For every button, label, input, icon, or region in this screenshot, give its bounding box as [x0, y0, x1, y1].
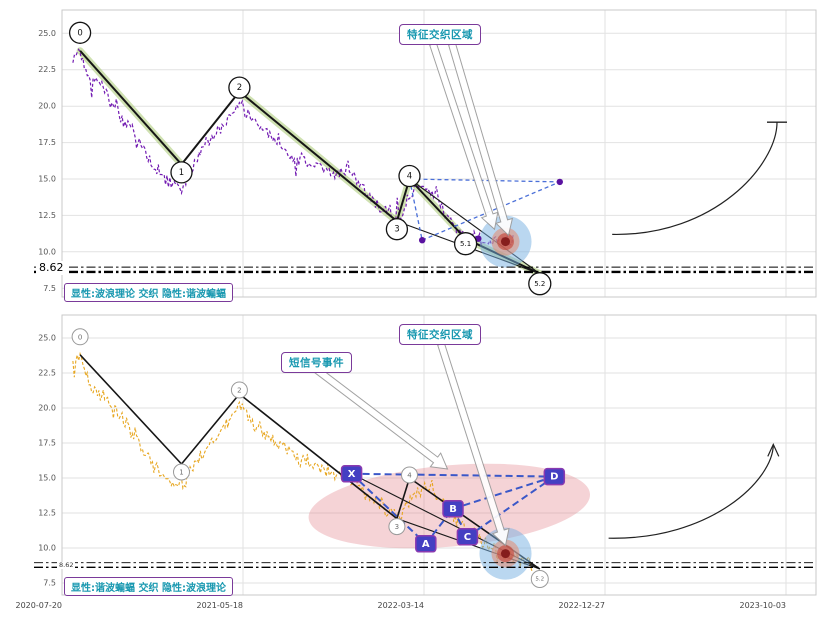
svg-text:3: 3 [394, 225, 399, 235]
svg-text:22.5: 22.5 [38, 65, 56, 74]
svg-text:D: D [550, 472, 558, 483]
svg-text:7.5: 7.5 [43, 284, 56, 293]
svg-text:4: 4 [407, 172, 412, 182]
level-lines [34, 266, 816, 274]
feature-hotspot [479, 527, 532, 580]
short-signal-annotation: 短信号事件 [281, 352, 352, 373]
level-lines [34, 562, 816, 568]
svg-text:17.5: 17.5 [38, 138, 56, 147]
svg-text:3: 3 [395, 523, 399, 531]
svg-text:2022-03-14: 2022-03-14 [378, 601, 425, 610]
feature-zone-annotation-upper: 特征交织区域 [399, 24, 481, 45]
svg-text:C: C [464, 532, 471, 543]
svg-text:12.5: 12.5 [38, 508, 56, 517]
svg-text:4: 4 [407, 472, 412, 480]
lower-chart-panel: 25.0 22.5 20.0 17.5 15.0 12.5 10.0 7.5 2020-07-2… [16, 314, 817, 610]
svg-text:7.5: 7.5 [43, 578, 56, 587]
svg-text:5.1: 5.1 [460, 240, 471, 248]
price-level-label-upper: 8.62 [36, 261, 67, 276]
svg-text:5.2: 5.2 [534, 280, 545, 288]
svg-text:15.0: 15.0 [38, 174, 56, 183]
svg-text:A: A [422, 539, 430, 550]
svg-text:2023-10-03: 2023-10-03 [740, 601, 787, 610]
projection-arrow [612, 121, 787, 236]
projection-arrow [608, 442, 780, 539]
svg-text:0: 0 [78, 333, 82, 341]
svg-text:25.0: 25.0 [38, 333, 56, 342]
feature-hotspot [479, 215, 532, 268]
upper-chart-panel: 25.0 22.5 20.0 17.5 15.0 12.5 10.0 7.5 0 1 2 3 4 5.1 5… [34, 9, 817, 298]
svg-text:B: B [449, 504, 457, 515]
svg-text:25.0: 25.0 [38, 29, 56, 38]
svg-text:1: 1 [179, 168, 184, 178]
svg-text:20.0: 20.0 [38, 403, 56, 412]
svg-text:2: 2 [237, 387, 241, 395]
svg-text:2021-05-18: 2021-05-18 [197, 601, 244, 610]
wave-zigzag [79, 354, 541, 570]
upper-panel-model-label: 显性:波浪理论 交织 隐性:谐波蝙蝠 [64, 283, 233, 302]
svg-text:10.0: 10.0 [38, 543, 56, 552]
svg-text:2022-12-27: 2022-12-27 [559, 601, 606, 610]
svg-text:2: 2 [237, 83, 242, 93]
svg-text:10.0: 10.0 [38, 247, 56, 256]
x-axis-tick-labels: 2020-07-20 2021-05-18 2022-03-14 2022-12-27… [16, 601, 787, 610]
svg-text:20.0: 20.0 [38, 102, 56, 111]
price-level-label-lower: 8.62 [57, 561, 76, 570]
wave-labels: 0 1 2 3 4 5.2 [71, 328, 549, 588]
lower-panel-model-label: 显性:谐波蝙蝠 交织 隐性:波浪理论 [64, 577, 233, 596]
annotation-arrows [314, 342, 510, 547]
svg-text:22.5: 22.5 [38, 368, 56, 377]
svg-text:12.5: 12.5 [38, 211, 56, 220]
svg-text:15.0: 15.0 [38, 473, 56, 482]
svg-text:X: X [348, 469, 356, 480]
svg-text:2020-07-20: 2020-07-20 [16, 601, 63, 610]
svg-text:5.2: 5.2 [535, 577, 544, 583]
price-line [72, 48, 514, 246]
harmonic-dashed-lines [408, 178, 561, 241]
feature-zone-annotation-lower: 特征交织区域 [399, 324, 481, 345]
annotation-arrows [429, 42, 514, 237]
y-axis-tick-labels: 25.0 22.5 20.0 17.5 15.0 12.5 10.0 7.5 [38, 29, 56, 293]
svg-text:0: 0 [77, 28, 82, 38]
harmonic-point-labels: X A B C D [340, 465, 566, 553]
wave-labels: 0 1 2 3 4 5.1 5.2 [68, 21, 552, 296]
svg-text:1: 1 [179, 469, 183, 477]
y-axis-tick-labels: 25.0 22.5 20.0 17.5 15.0 12.5 10.0 7.5 [38, 333, 56, 587]
svg-text:17.5: 17.5 [38, 438, 56, 447]
